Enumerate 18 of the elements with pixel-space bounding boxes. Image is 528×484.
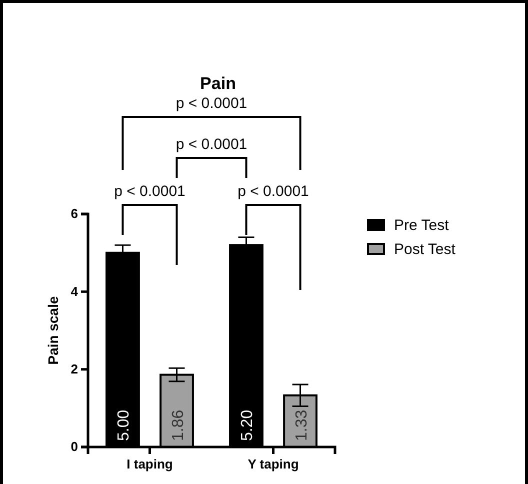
chart-title: Pain bbox=[200, 74, 236, 93]
data-label: 5.20 bbox=[239, 410, 256, 441]
text: p < 0.0001 bbox=[176, 136, 248, 153]
y-tick-label: 6 bbox=[70, 206, 78, 222]
text: p < 0.0001 bbox=[238, 183, 309, 200]
data-label: 1.86 bbox=[170, 410, 187, 441]
legend-label: Post Test bbox=[394, 241, 456, 258]
text: p < 0.0001 bbox=[114, 183, 186, 200]
y-tick-label: 4 bbox=[70, 284, 79, 299]
x-tick-label: Y taping bbox=[248, 456, 299, 472]
data-label: 1.33 bbox=[293, 410, 310, 441]
y-axis-title: Pain scale bbox=[45, 296, 61, 365]
y-tick-label: 2 bbox=[70, 361, 78, 376]
legend-label: Pre Test bbox=[394, 217, 450, 234]
x-tick-label: I taping bbox=[126, 456, 173, 472]
y-tick-label: 0 bbox=[70, 439, 78, 454]
text: p < 0.0001 bbox=[176, 95, 248, 112]
data-label: 5.00 bbox=[116, 410, 133, 441]
